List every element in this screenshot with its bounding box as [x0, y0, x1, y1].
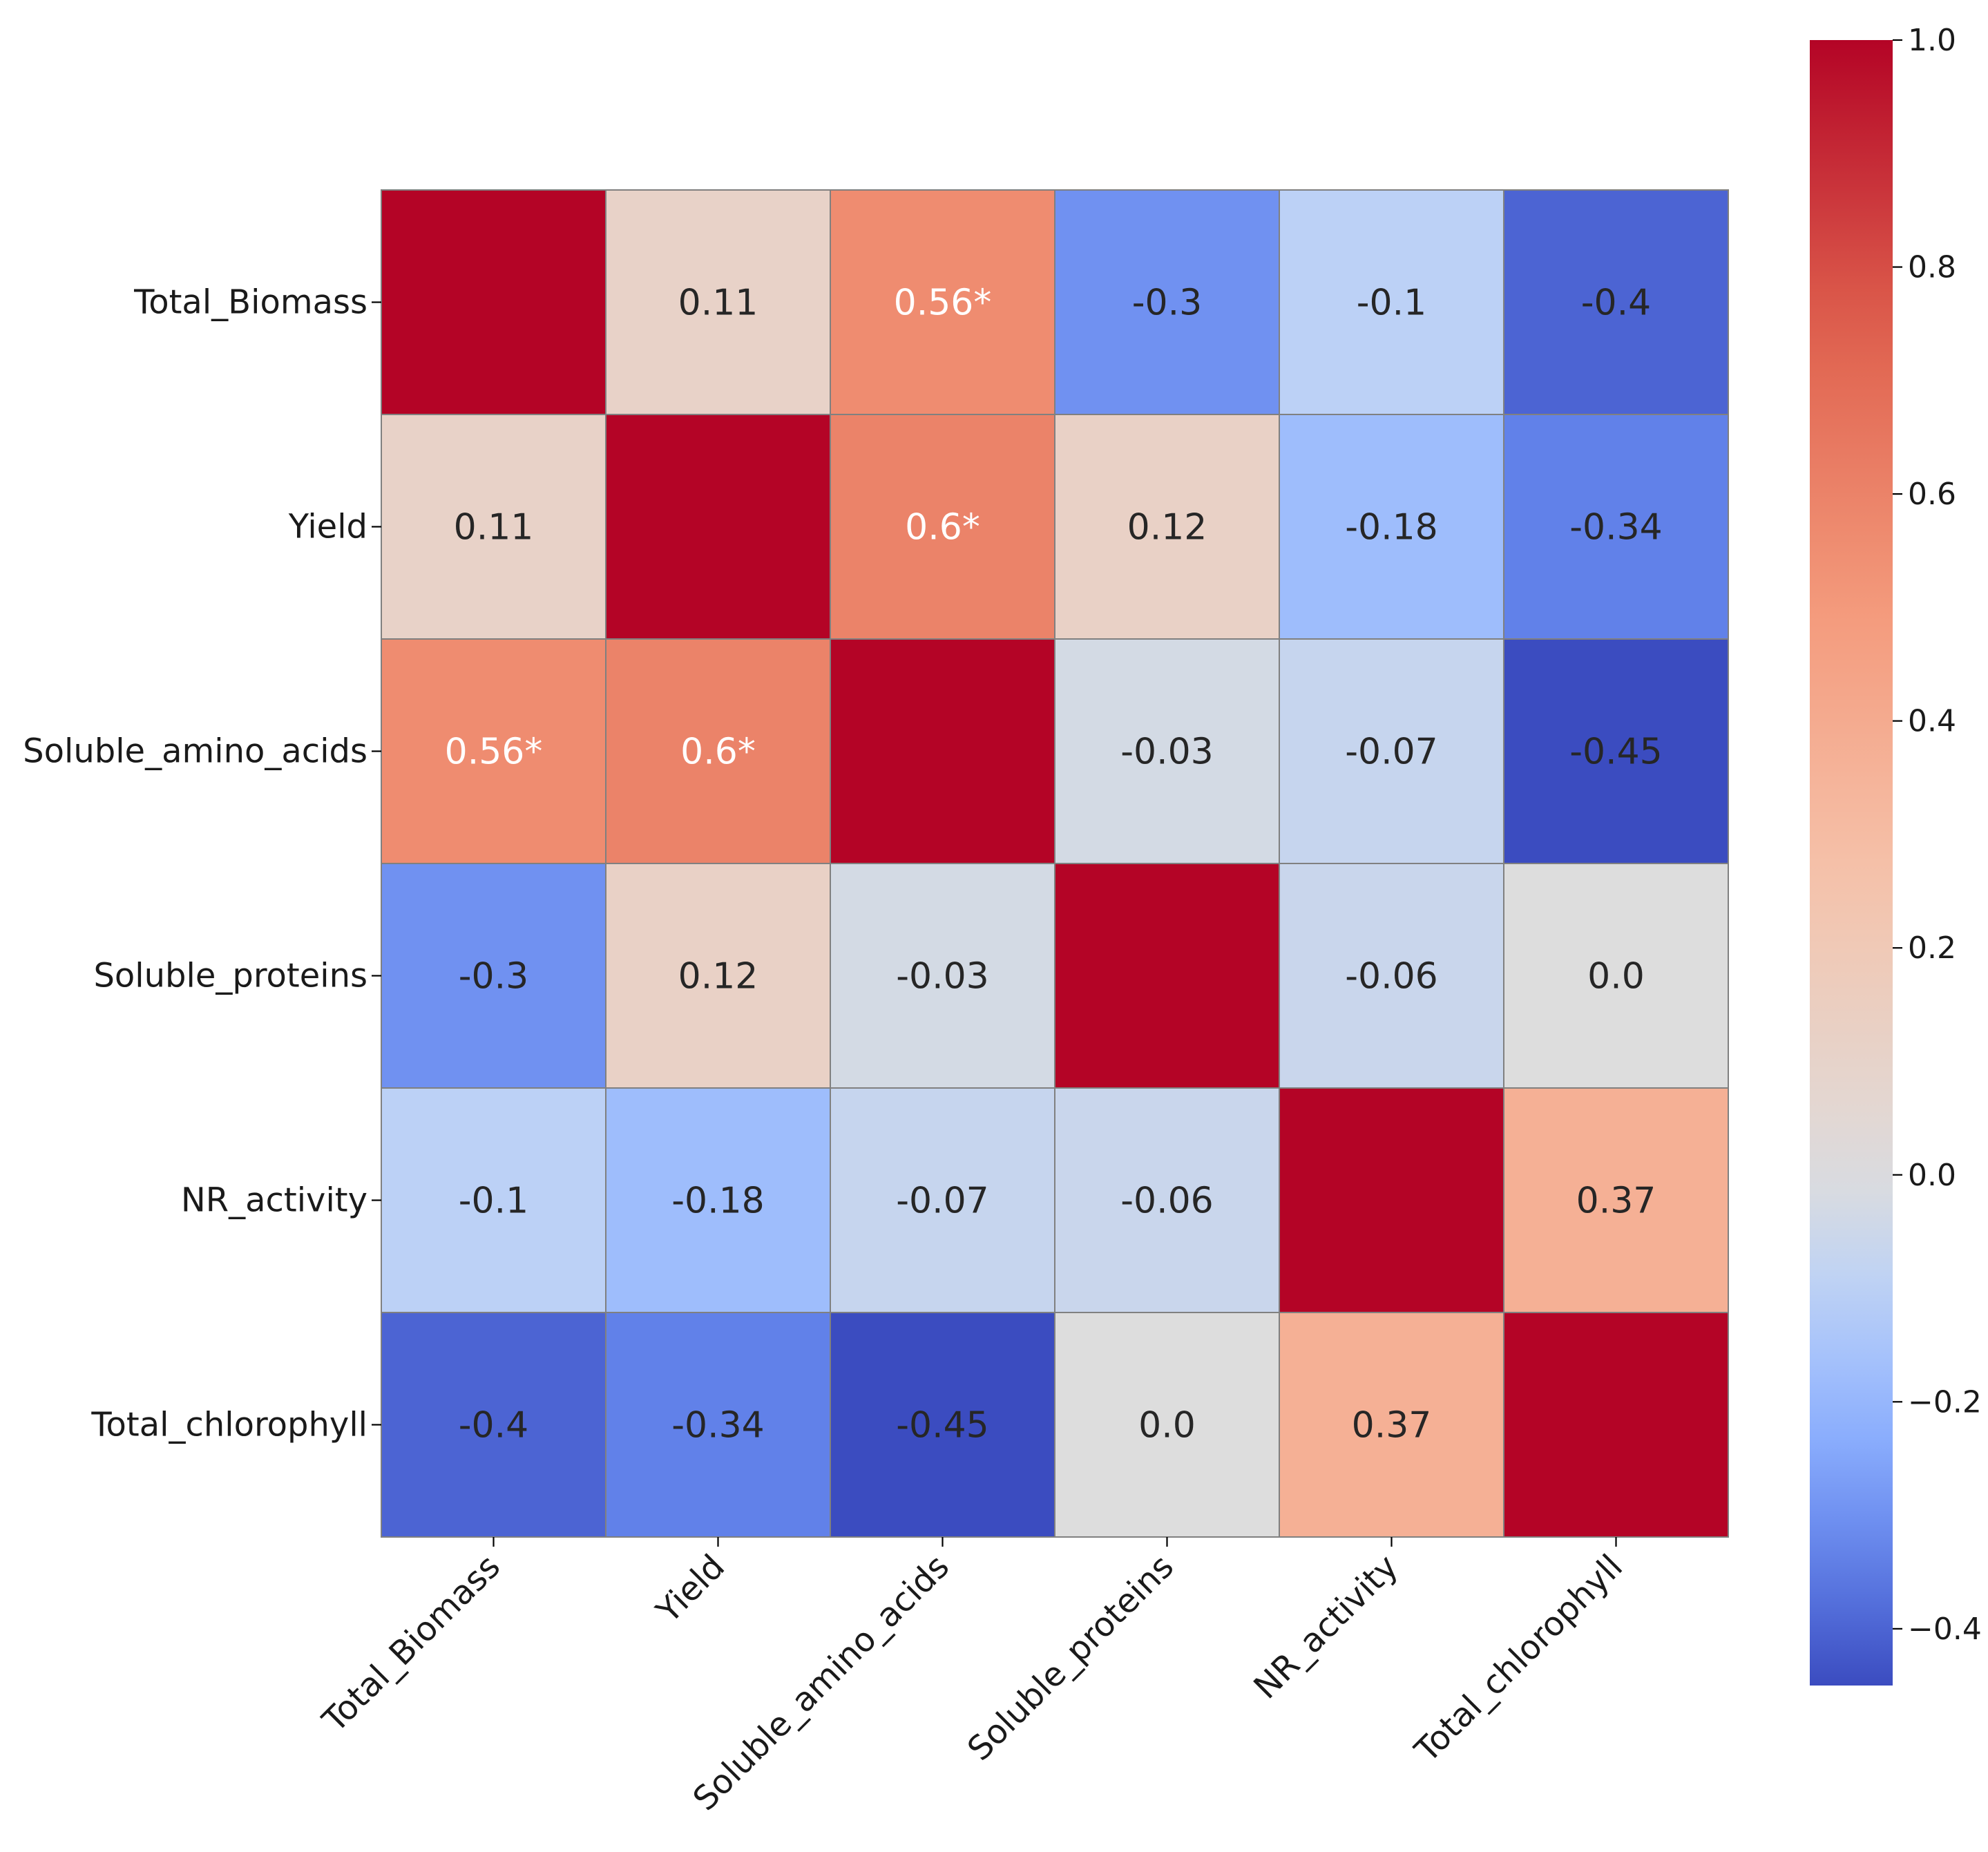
cell-annotation: -0.34 [1569, 507, 1663, 548]
heatmap-cell [381, 1312, 606, 1538]
heatmap-cell [381, 189, 606, 415]
heatmap-cell [1279, 863, 1504, 1089]
cell-annotation: 0.37 [1576, 1181, 1656, 1222]
heatmap-cell [1503, 863, 1729, 1089]
cell-annotation: 0.0 [1587, 956, 1645, 997]
cell-annotation: -0.34 [671, 1405, 765, 1447]
cell-annotation: 0.56* [894, 283, 992, 324]
cell-annotation: -0.03 [896, 956, 989, 997]
cell-annotation: 0.11 [454, 507, 534, 548]
heatmap-cell [381, 863, 606, 1089]
cell-annotation: -0.18 [1345, 507, 1438, 548]
y-tick-label: Total_Biomass [133, 283, 367, 322]
colorbar-tick-label: −0.4 [1908, 1612, 1982, 1647]
heatmap-cell [1054, 863, 1280, 1089]
cell-annotation: 0.12 [678, 956, 758, 997]
cell-annotation: -0.06 [1345, 956, 1438, 997]
y-tick-label: NR_activity [181, 1181, 367, 1220]
colorbar-tick-label: 0.8 [1908, 250, 1956, 285]
heatmap-cell [1279, 638, 1504, 864]
y-tick-label: Total_chlorophyll [90, 1406, 367, 1444]
heatmap-cell [1503, 638, 1729, 864]
heatmap-cell [830, 414, 1055, 640]
cell-annotation: -0.3 [1132, 283, 1202, 324]
heatmap-cell [1503, 1087, 1729, 1313]
heatmap-cell [381, 1087, 606, 1313]
cell-annotation: -0.18 [671, 1181, 765, 1222]
heatmap-cell [830, 638, 1055, 864]
heatmap-cell [605, 1087, 831, 1313]
colorbar-tick-label: 0.4 [1908, 704, 1956, 739]
colorbar-gradient [1810, 40, 1893, 1686]
cell-annotation: -0.1 [459, 1181, 528, 1222]
colorbar-tick-label: 0.6 [1908, 477, 1956, 512]
cell-annotation: -0.06 [1120, 1181, 1214, 1222]
heatmap-cell [605, 638, 831, 864]
cell-annotation: 0.6* [905, 507, 980, 548]
heatmap-cell [1503, 414, 1729, 640]
cell-annotation: -0.4 [459, 1405, 528, 1447]
heatmap-cell [605, 414, 831, 640]
y-tick-label: Soluble_proteins [93, 957, 367, 995]
heatmap-cell [605, 863, 831, 1089]
heatmap-cell [1054, 414, 1280, 640]
heatmap-cell [1054, 1087, 1280, 1313]
cell-annotation: 0.6* [680, 732, 756, 773]
cell-annotation: 0.12 [1127, 507, 1207, 548]
colorbar-tick-label: 0.0 [1908, 1158, 1956, 1193]
cell-annotation: -0.03 [1120, 732, 1214, 773]
heatmap-cell [1279, 1087, 1504, 1313]
cell-annotation: 0.56* [445, 732, 543, 773]
heatmap-cell [1279, 189, 1504, 415]
cell-annotation: 0.37 [1352, 1405, 1432, 1447]
heatmap-cell [381, 414, 606, 640]
heatmap-cell [1503, 1312, 1729, 1538]
cell-annotation: -0.07 [896, 1181, 989, 1222]
colorbar-tick-label: 0.2 [1908, 930, 1956, 966]
heatmap-cells: 0.11 0.56* -0.3 -0.1 -0.4 0.11 0.6* 0.12 -0.18 -0… [381, 189, 1729, 1538]
cell-annotation: -0.3 [459, 956, 528, 997]
cell-annotation: -0.1 [1357, 283, 1426, 324]
y-tick-label: Soluble_amino_acids [23, 732, 367, 771]
cell-annotation: -0.45 [1569, 732, 1663, 773]
heatmap-cell [605, 189, 831, 415]
y-tick-label: Yield [288, 508, 367, 546]
y-axis-tick-labels: Total_Biomass Yield Soluble_amino_acids Sol… [23, 283, 381, 1444]
heatmap-cell [1279, 414, 1504, 640]
cell-annotation: -0.4 [1581, 283, 1651, 324]
cell-annotation: 0.0 [1138, 1405, 1196, 1447]
cell-annotation: 0.11 [678, 283, 758, 324]
heatmap-cell [1054, 1312, 1280, 1538]
colorbar-tick-label: 1.0 [1908, 23, 1956, 58]
colorbar-tick-label: −0.2 [1908, 1384, 1982, 1420]
cell-annotation: -0.45 [896, 1405, 989, 1447]
heatmap-cell [1054, 189, 1280, 415]
colorbar: 1.0 0.8 0.6 0.4 0.2 0.0 −0.2 −0.4 [1810, 23, 1982, 1686]
heatmap-cell [830, 189, 1055, 415]
heatmap-cell [1279, 1312, 1504, 1538]
heatmap-cell [830, 863, 1055, 1089]
cell-annotation: -0.07 [1345, 732, 1438, 773]
heatmap-cell [830, 1087, 1055, 1313]
heatmap-cell [1054, 638, 1280, 864]
